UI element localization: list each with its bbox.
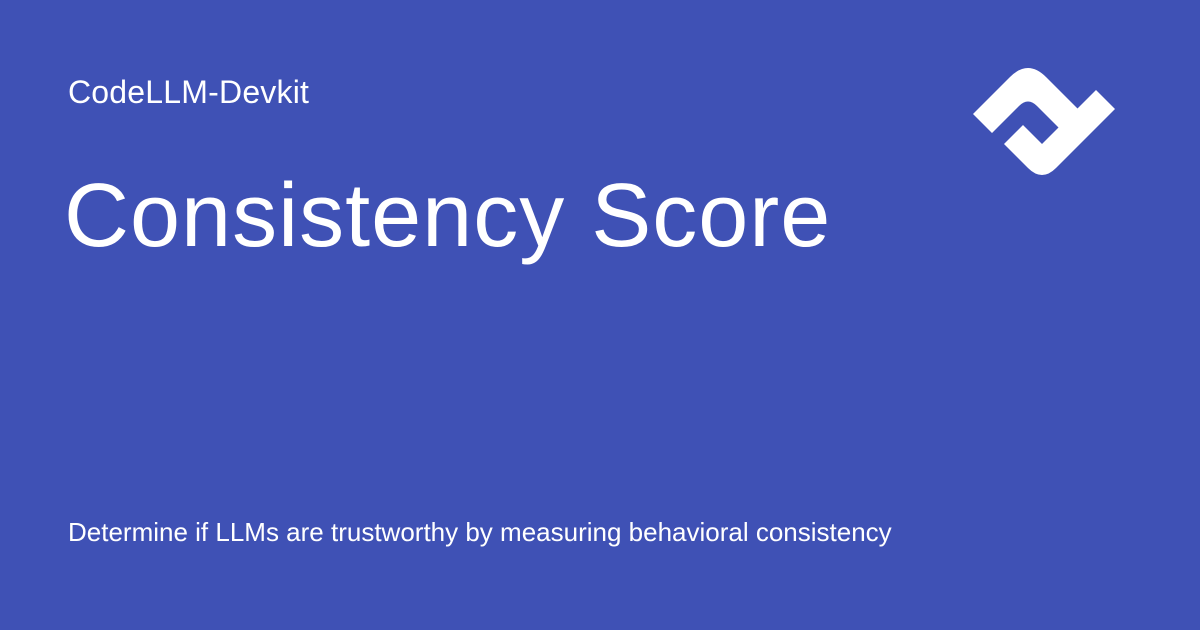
site-name: CodeLLM-Devkit [68,74,310,110]
codellm-devkit-logo-icon [973,68,1115,175]
page-title: Consistency Score [64,166,832,266]
page-description: Determine if LLMs are trustworthy by mea… [68,517,892,547]
